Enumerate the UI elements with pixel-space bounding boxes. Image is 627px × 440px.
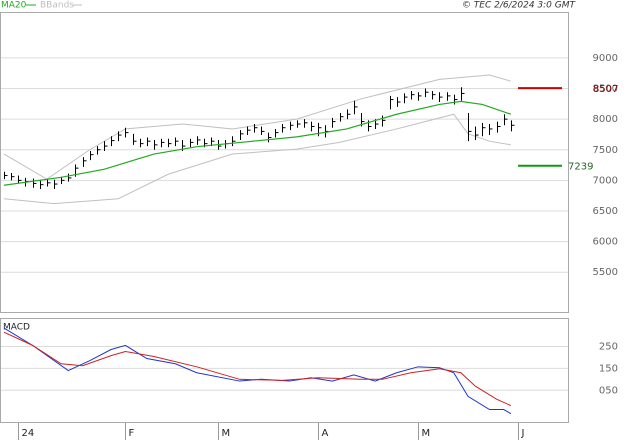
y-tick-label: 8000: [593, 114, 618, 125]
macd-title: MACD: [3, 323, 30, 333]
x-tick-label: M: [422, 428, 431, 439]
legend-label: BBands: [40, 1, 74, 11]
y-tick-label: 050: [599, 385, 618, 396]
y-tick-label: 7000: [593, 175, 618, 186]
x-tick-label: 24: [22, 428, 35, 439]
y-tick-label: 6000: [593, 237, 618, 248]
y-tick-label: 150: [599, 363, 618, 374]
legend-label: MA20: [1, 1, 27, 11]
macd-panel: [0, 318, 569, 423]
price-panel: [0, 12, 569, 313]
x-tick-label: F: [129, 428, 135, 439]
y-tick-label: 6500: [593, 206, 618, 217]
x-tick-label: J: [521, 428, 525, 439]
x-tick-label: M: [222, 428, 231, 439]
y-tick-label: 9000: [593, 53, 618, 64]
copyright: © TEC 2/6/2024 3:0 GMT: [462, 1, 577, 11]
level-label: 7239: [568, 162, 593, 173]
bband-upper: [3, 74, 512, 180]
y-tick-label: 7500: [593, 145, 618, 156]
bband-lower: [3, 113, 511, 205]
ma-line: [3, 100, 512, 186]
level-label: 8507: [593, 84, 618, 95]
x-tick-label: A: [322, 428, 329, 439]
y-tick-label: 5500: [593, 267, 618, 278]
macd-line: [3, 331, 512, 407]
y-tick-label: 8500: [593, 84, 618, 95]
y-tick-label: 250: [599, 341, 618, 352]
